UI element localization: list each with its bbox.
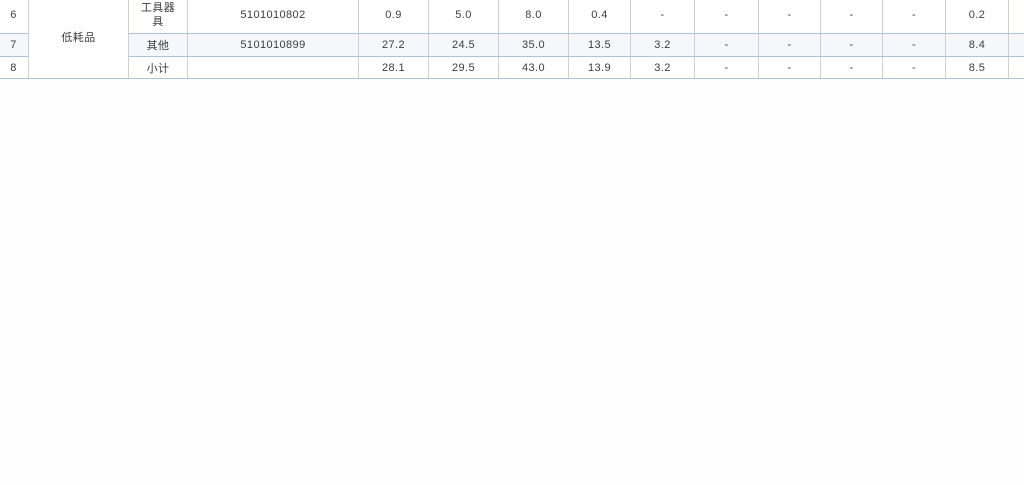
value-cell: - [820, 0, 883, 34]
value-cell: - [820, 33, 883, 57]
table-row: 6 低耗品 工具器具 5101010802 0.9 5.0 8.0 0.4 - … [0, 0, 1024, 79]
value-cell: 28.1 [358, 56, 429, 79]
value-cell: 3.2 [630, 56, 695, 79]
value-cell: 5.0 [428, 0, 499, 34]
row-number-cell: 7 [0, 33, 29, 57]
value-cell: - [694, 33, 759, 57]
item-label: 工具器具 [140, 1, 176, 28]
value-cell: 35.0 [498, 33, 569, 57]
code-cell: 5101010899 [187, 33, 359, 57]
value-cell: - [758, 56, 821, 79]
table-row: 7 其他 5101010899 27.2 24.5 35.0 13.5 3.2 … [0, 33, 1024, 57]
value-cell: 43.0 [498, 56, 569, 79]
value-cell: - [882, 0, 946, 34]
code-cell [187, 56, 359, 79]
value-cell: - [630, 0, 695, 34]
item-cell: 其他 [128, 33, 188, 57]
row-number-cell: 8 [0, 56, 29, 79]
empty-cell [1008, 0, 1024, 34]
item-cell: 工具器具 [128, 0, 188, 34]
value-cell: 0.9 [358, 0, 429, 34]
value-cell: 3.2 [630, 33, 695, 57]
value-cell: 29.5 [428, 56, 499, 79]
category-cell: 低耗品 [28, 0, 129, 79]
value-cell: - [820, 56, 883, 79]
value-cell: 8.4 [945, 33, 1009, 57]
empty-cell [1008, 33, 1024, 57]
value-cell: - [882, 33, 946, 57]
value-cell: - [694, 0, 759, 34]
value-cell: 27.2 [358, 33, 429, 57]
value-cell: 0.4 [568, 0, 631, 34]
value-cell: 8.0 [498, 0, 569, 34]
value-cell: 13.5 [568, 33, 631, 57]
item-cell: 小计 [128, 56, 188, 79]
value-cell: - [758, 0, 821, 34]
expense-report-table: 6 低耗品 工具器具 5101010802 0.9 5.0 8.0 0.4 - … [0, 0, 1024, 79]
value-cell: 24.5 [428, 33, 499, 57]
value-cell: 13.9 [568, 56, 631, 79]
value-cell: 0.2 [945, 0, 1009, 34]
empty-cell [1008, 56, 1024, 79]
value-cell: - [694, 56, 759, 79]
code-cell: 5101010802 [187, 0, 359, 34]
value-cell: 8.5 [945, 56, 1009, 79]
row-number-cell: 6 [0, 0, 29, 34]
table-row: 8 小计 28.1 29.5 43.0 13.9 3.2 - - - - 8.5 [0, 56, 1024, 79]
value-cell: - [882, 56, 946, 79]
value-cell: - [758, 33, 821, 57]
